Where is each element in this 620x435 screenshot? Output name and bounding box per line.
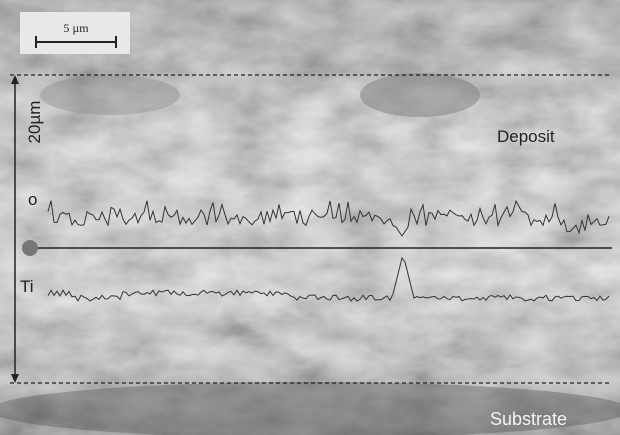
page: {"scale_bar": {"label": "5 µm"}, "thickn… — [0, 0, 620, 435]
substrate-label: Substrate — [490, 409, 567, 429]
oxygen-label: o — [28, 190, 37, 209]
titanium-label: Ti — [20, 277, 34, 296]
deposit-label: Deposit — [497, 127, 555, 146]
texture — [0, 0, 620, 435]
micrograph: 5 µm 20µm Deposit Substrate o Ti — [0, 0, 620, 435]
shadow — [40, 75, 180, 115]
thickness-label: 20µm — [25, 101, 44, 144]
scale-label: 5 µm — [63, 21, 89, 35]
shadow — [360, 73, 480, 117]
scan-start — [22, 240, 38, 256]
